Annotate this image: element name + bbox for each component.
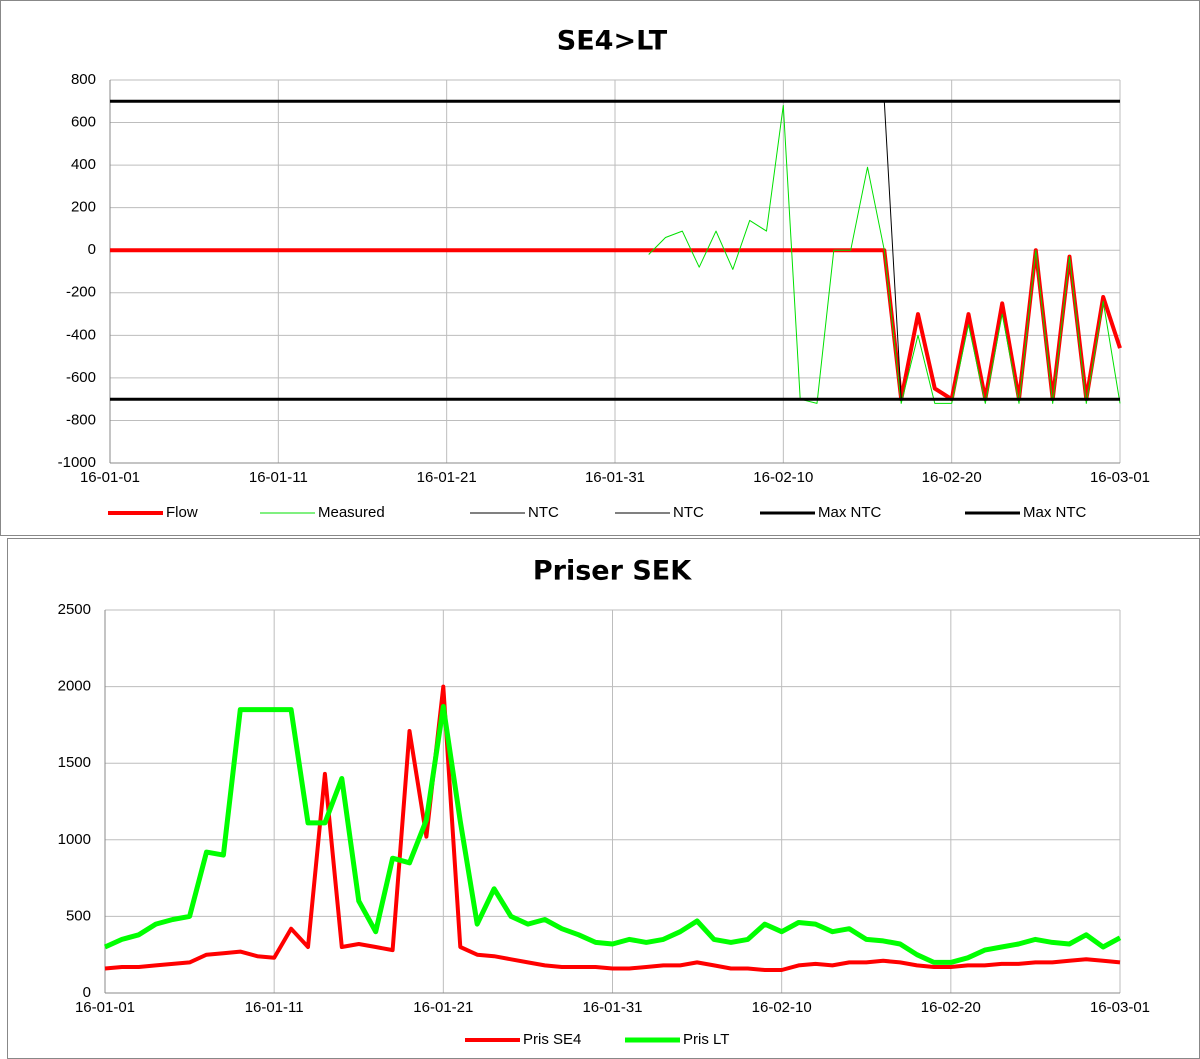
legend-label: Pris SE4 [523, 1031, 581, 1048]
x-tick-label: 16-03-01 [1090, 999, 1150, 1016]
legend-label: Flow [166, 504, 198, 521]
y-tick-label: 1000 [58, 831, 91, 848]
legend-label: Pris LT [683, 1031, 729, 1048]
y-tick-label: -600 [66, 369, 96, 386]
x-tick-label: 16-01-21 [417, 469, 477, 486]
x-tick-label: 16-03-01 [1090, 469, 1150, 486]
x-tick-label: 16-01-01 [75, 999, 135, 1016]
x-tick-label: 16-02-20 [922, 469, 982, 486]
y-tick-label: 600 [71, 114, 96, 131]
y-tick-label: 500 [66, 907, 91, 924]
series-line [103, 704, 1122, 965]
y-tick-label: 0 [83, 984, 91, 1001]
series-line [648, 105, 1121, 404]
legend-label: NTC [673, 504, 704, 521]
legend-label: NTC [528, 504, 559, 521]
x-tick-label: 16-01-01 [80, 469, 140, 486]
y-tick-label: 0 [88, 241, 96, 258]
x-tick-label: 16-01-11 [245, 999, 304, 1016]
y-tick-label: -200 [66, 284, 96, 301]
x-tick-label: 16-02-20 [921, 999, 981, 1016]
y-tick-label: 1500 [58, 754, 91, 771]
y-tick-label: -400 [66, 326, 96, 343]
y-tick-label: -1000 [58, 454, 96, 471]
chart-frame [7, 538, 1200, 1059]
y-tick-label: 400 [71, 156, 96, 173]
y-tick-label: 200 [71, 199, 96, 216]
legend-label: Measured [318, 504, 385, 521]
legend-label: Max NTC [1023, 504, 1087, 521]
chart-frame [0, 0, 1200, 536]
series-line [104, 684, 1121, 972]
x-tick-label: 16-01-31 [585, 469, 645, 486]
x-tick-label: 16-01-21 [413, 999, 473, 1016]
y-tick-label: 800 [71, 71, 96, 88]
x-tick-label: 16-01-31 [582, 999, 642, 1016]
x-tick-label: 16-02-10 [753, 469, 813, 486]
x-tick-label: 16-01-11 [249, 469, 308, 486]
y-tick-label: 2500 [58, 601, 91, 618]
x-tick-label: 16-02-10 [752, 999, 812, 1016]
legend-label: Max NTC [818, 504, 882, 521]
y-tick-label: -800 [66, 411, 96, 428]
y-tick-label: 2000 [58, 678, 91, 695]
chart-title: SE4>LT [557, 26, 668, 57]
chart-title: Priser SEK [533, 556, 692, 587]
